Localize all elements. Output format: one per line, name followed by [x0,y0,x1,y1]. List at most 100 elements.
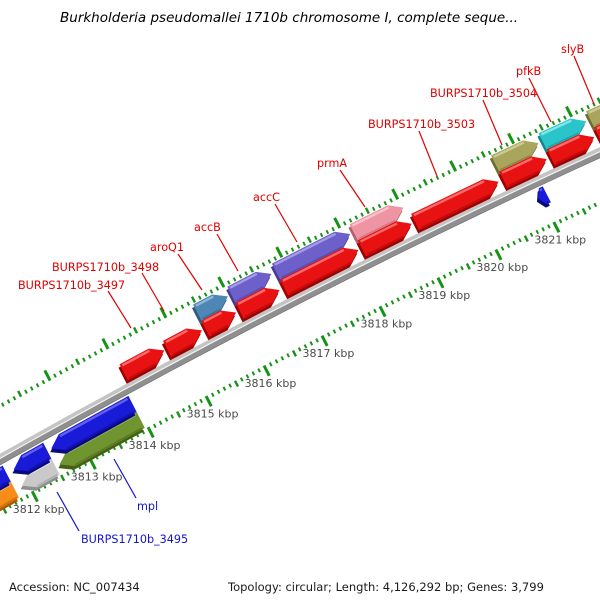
gene-label-BURPS1710b_3497[interactable]: BURPS1710b_3497 [18,279,125,292]
label-line-BURPS1710b_3497 [107,290,132,329]
gene-body [13,442,52,472]
ruler-minor-tick [460,265,464,271]
ruler-minor-tick [209,289,214,294]
gene-label-BURPS1710b_3504[interactable]: BURPS1710b_3504 [430,87,537,100]
gene-shade [28,458,50,471]
gene-label-BURPS1710b_3498[interactable]: BURPS1710b_3498 [52,261,159,274]
ruler-minor-tick [348,218,353,223]
ruler-minor-tick [116,338,121,344]
ruler-minor-tick [153,423,157,429]
ruler-minor-tick [483,254,487,260]
ruler-minor-tick [291,350,298,357]
ruler-minor-tick [373,308,377,314]
gene-label-BURPS1710b_3503[interactable]: BURPS1710b_3503 [368,118,475,131]
ruler-major-tick [88,458,97,470]
gene-BURPS1710b_3503[interactable] [410,179,499,234]
gene-label-BURPS1710b_3495[interactable]: BURPS1710b_3495 [81,533,188,546]
ruler-minor-tick [268,362,273,367]
gene-aroQ1[interactable] [192,294,237,341]
gene-BURPS1710b_3504[interactable] [489,140,547,192]
ruler-minor-tick [419,285,424,291]
ruler-minor-tick [326,332,331,337]
gene-body [357,221,412,257]
gene-pfkB[interactable] [537,118,595,169]
ruler-label-3817: 3817 kbp [303,347,355,360]
ruler-minor-tick [596,97,600,105]
gene-unlabeled-orange[interactable] [0,465,19,526]
gene-label-prmA[interactable]: prmA [317,157,347,170]
ruler-minor-tick [384,302,389,308]
ruler-major-tick [217,276,226,288]
gene-highlight [195,295,214,307]
label-line-BURPS1710b_3495 [56,491,80,532]
ruler-minor-tick [361,314,366,320]
ruler-minor-tick [216,389,221,394]
gene-body [119,348,165,381]
ruler-minor-tick [529,232,534,237]
ruler-minor-tick [471,260,476,265]
gene-small-rna-feature[interactable] [537,186,551,208]
ruler-minor-tick [418,183,422,189]
status-accession: Accession: NC_007434 [9,580,140,594]
gene-label-accB[interactable]: accB [194,221,221,234]
gene-shade [555,148,587,165]
label-line-aroQ1 [177,253,203,291]
ruler-minor-tick [122,335,127,340]
gene-highlight [165,329,188,344]
gene-slyB[interactable] [584,94,600,147]
ruler-minor-tick [383,200,388,206]
ruler-minor-tick [396,297,401,302]
ruler-minor-tick [157,316,162,322]
gene-highlight [282,248,345,282]
gene-label-mpl[interactable]: mpl [137,500,158,513]
ruler-minor-tick [534,128,538,134]
ruler-minor-tick [551,120,556,126]
gene-label-aroQ1[interactable]: aroQ1 [150,241,184,254]
gene-accB[interactable] [226,271,280,323]
gene-shade [546,201,549,204]
ruler-minor-tick [267,259,272,264]
gene-body [163,328,202,357]
ruler-minor-tick [257,368,261,373]
gene-highlight [121,349,151,367]
ruler-minor-tick [193,401,198,407]
ruler-minor-tick [309,341,314,346]
gene-label-slyB[interactable]: slyB [561,43,584,56]
ruler-minor-tick [164,417,169,422]
ruler-minor-tick [406,189,411,195]
gene-prmA[interactable] [348,205,412,260]
ruler-major-tick [333,217,342,229]
ruler-minor-tick [506,243,511,248]
gene-shade [74,427,143,466]
ruler-minor-tick [593,202,598,208]
gene-shade [0,496,18,508]
ruler-minor-tick [261,262,266,267]
ruler-minor-tick [29,386,34,391]
gene-shade [36,474,58,487]
ruler-minor-tick [487,150,492,156]
ruler-major-tick [275,246,284,259]
ruler-minor-tick [75,358,81,366]
ruler-minor-tick [66,471,70,476]
gene-mpl[interactable] [50,395,145,470]
backbone-band [0,147,600,458]
ruler-minor-tick [255,265,260,270]
gene-shade [280,246,343,279]
ruler-minor-tick [360,212,364,217]
ruler-label-3816: 3816 kbp [245,377,297,390]
gene-shade [420,193,491,229]
genome-backbone [0,147,600,466]
gene-label-accC[interactable]: accC [253,191,280,204]
gene-label-pfkB[interactable]: pfkB [516,65,541,78]
gene-body [546,134,595,166]
ruler-minor-tick [70,363,75,369]
label-line-BURPS1710b_3504 [482,99,503,146]
gene-accC[interactable] [270,231,359,300]
gene-BURPS1710b_3495[interactable] [12,442,60,491]
gene-BURPS1710b_3498[interactable] [161,328,202,361]
ruler-minor-tick [111,341,115,347]
ruler-minor-tick [425,282,430,288]
gene-BURPS1710b_3497[interactable] [118,348,165,384]
